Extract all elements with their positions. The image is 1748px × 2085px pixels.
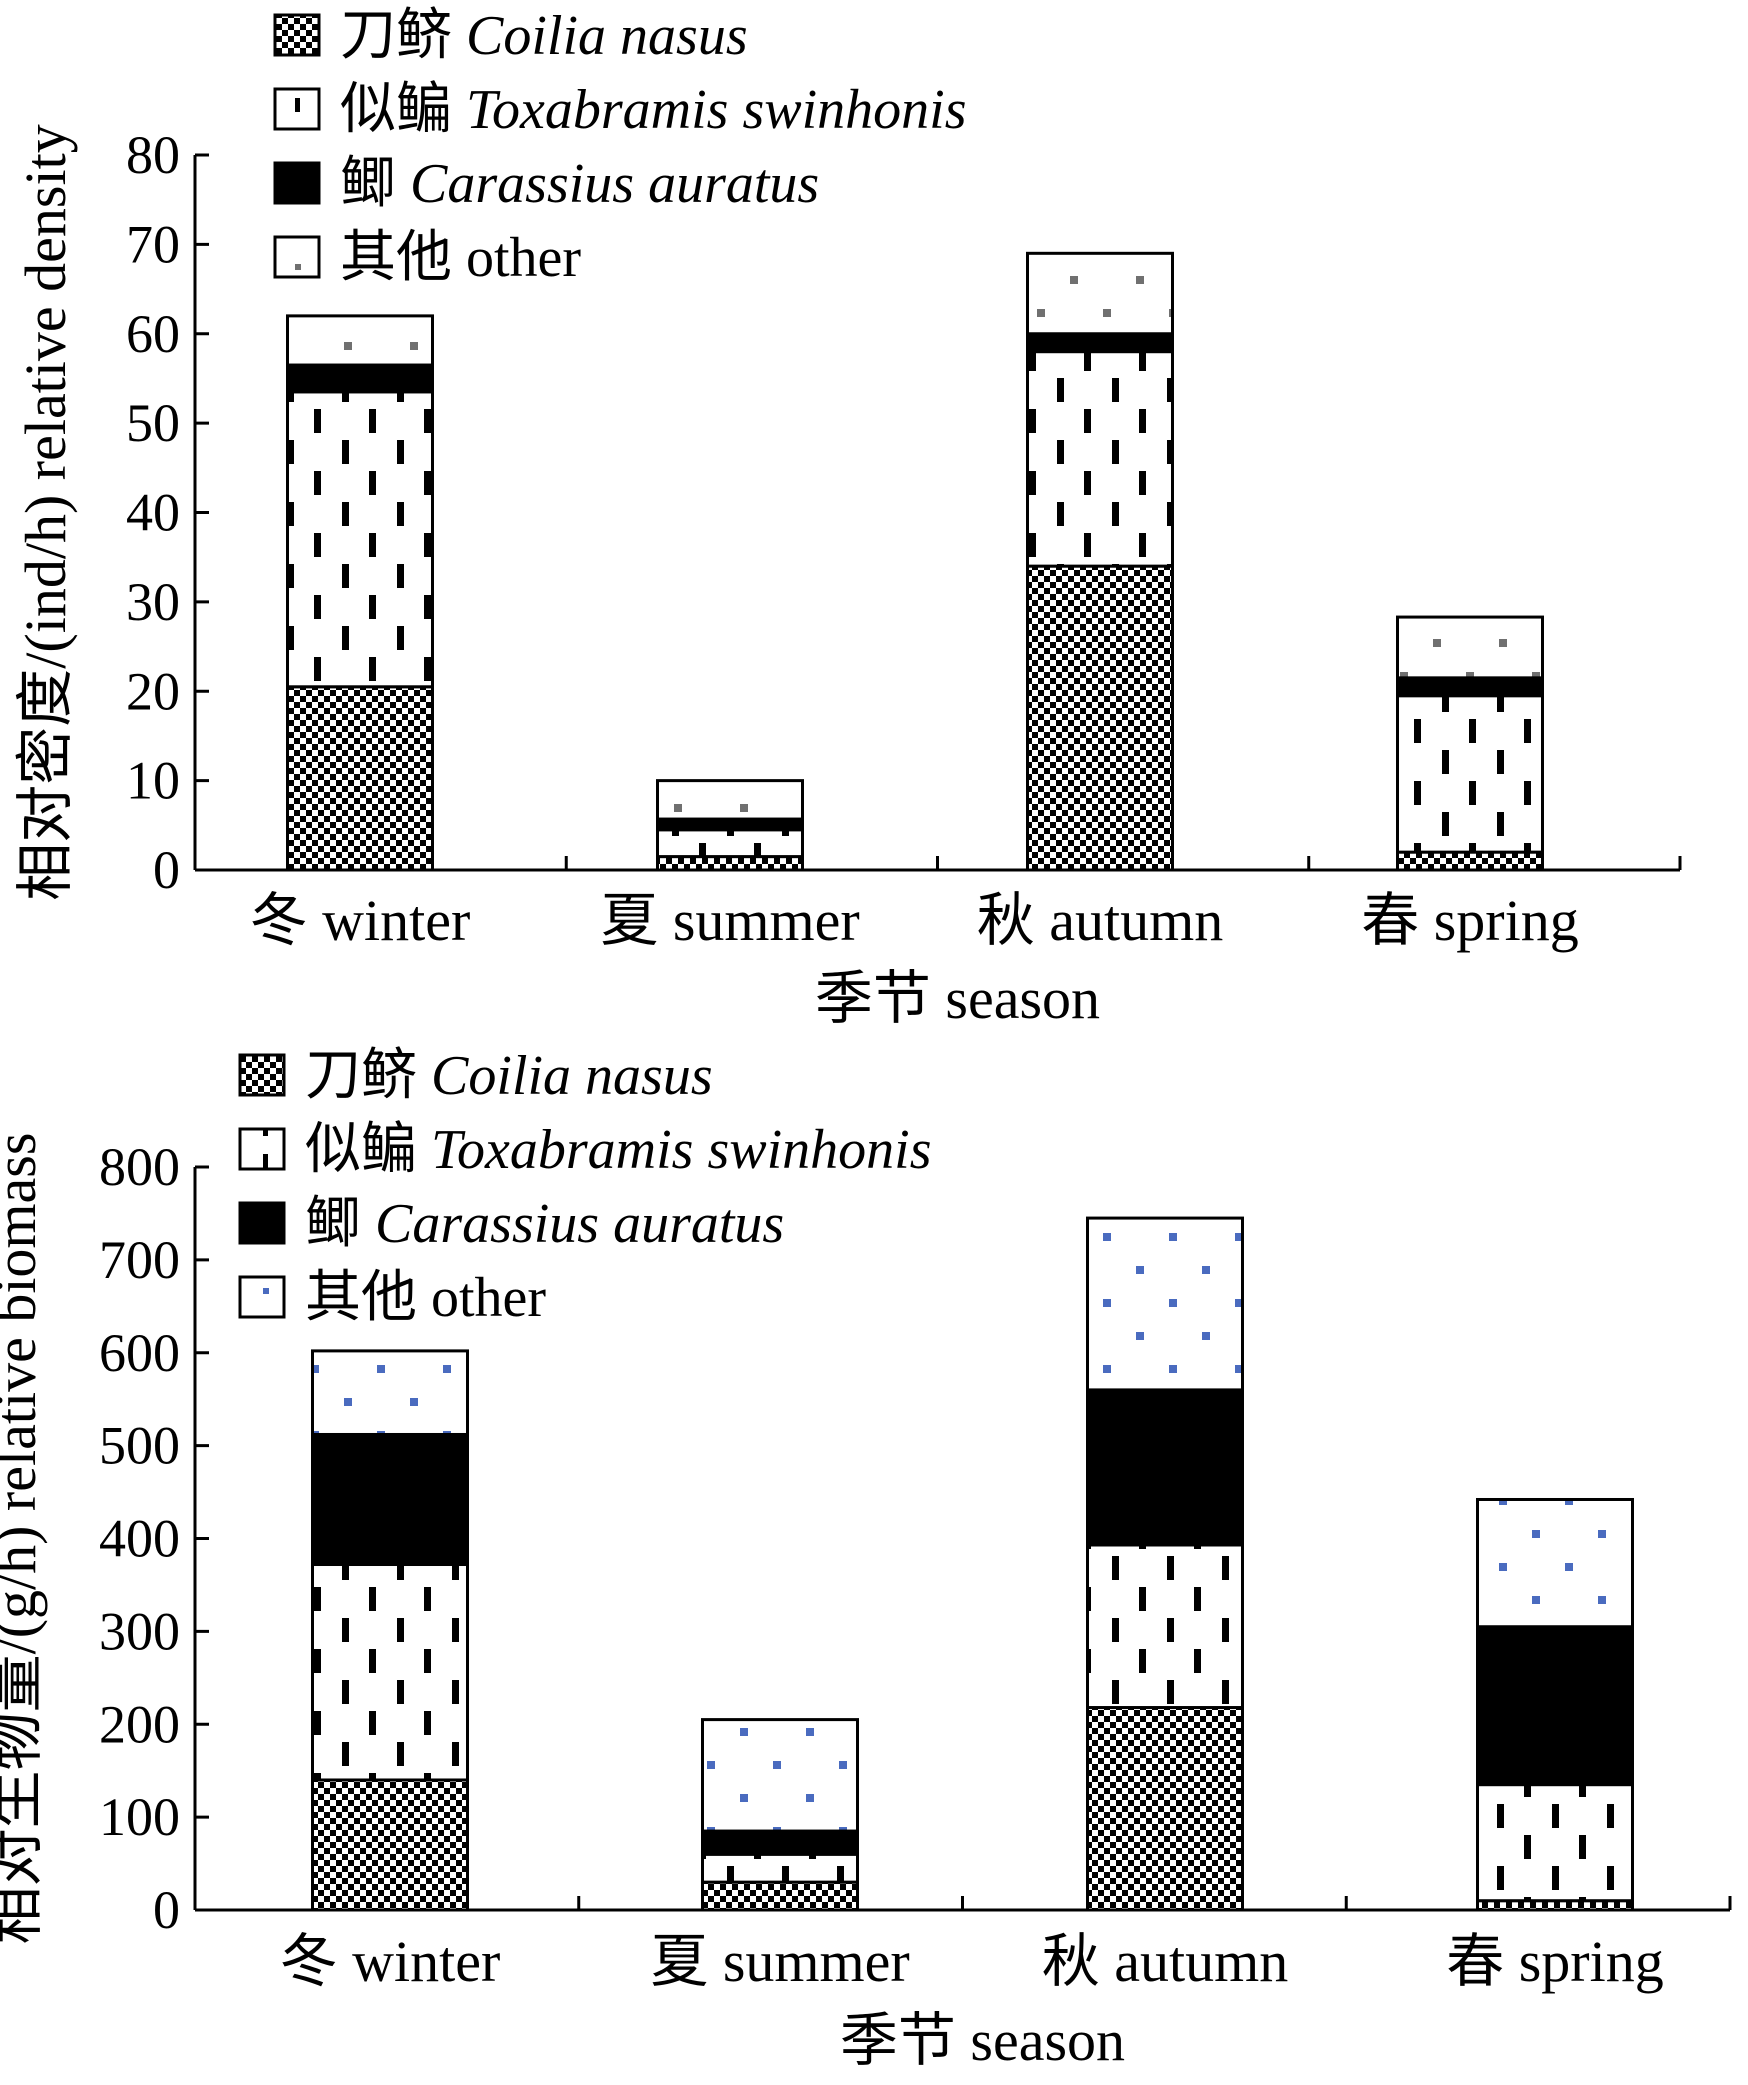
y-tick-label: 60 (126, 304, 180, 364)
bar-segment-other-1 (286, 314, 434, 367)
y-tick-label: 200 (99, 1694, 180, 1754)
bar-segment-toxabramis-swinhonis-3 (1086, 1543, 1244, 1710)
legend-label: 刀鲚 Coilia nasus (340, 5, 748, 67)
x-axis-title: 季节 season (815, 966, 1100, 1031)
y-axis-title: 相对密度/(ind/h) relative density (13, 124, 78, 900)
x-tick-label: 秋 autumn (977, 888, 1223, 953)
y-tick-label: 800 (99, 1137, 180, 1197)
x-tick-label: 秋 autumn (1042, 1929, 1288, 1994)
legend-swatch (238, 1201, 286, 1245)
y-tick-label: 300 (99, 1601, 180, 1661)
legend-swatch (238, 1127, 286, 1171)
y-tick-label: 70 (126, 214, 180, 274)
x-tick-label: 春 spring (1446, 1929, 1664, 1994)
bar-segment-carassius-auratus-1 (311, 1432, 469, 1567)
bar-segment-toxabramis-swinhonis-1 (311, 1563, 469, 1782)
y-tick-label: 400 (99, 1509, 180, 1569)
y-tick-label: 10 (126, 751, 180, 811)
bar-segment-carassius-auratus-1 (286, 363, 434, 394)
bar-segment-carassius-auratus-4 (1396, 676, 1544, 698)
bar-segment-coilia-nasus-1 (286, 685, 434, 872)
legend-swatch (238, 1053, 286, 1097)
chart-panel-2: 0 100 200 300 400 500 600 700 800 冬 winter 夏 summe… (0, 1045, 1732, 2073)
y-tick-label: 50 (126, 393, 180, 453)
legend-label: 鲫 Carassius auratus (305, 1193, 784, 1255)
y-tick-label: 0 (153, 840, 180, 900)
bar-segment-coilia-nasus-2 (656, 855, 804, 872)
y-tick-label: 100 (99, 1787, 180, 1847)
legend-swatch (273, 13, 321, 57)
x-tick-label: 春 spring (1361, 888, 1579, 953)
x-tick-label: 夏 summer (650, 1929, 909, 1994)
y-tick-label: 0 (153, 1880, 180, 1940)
y-axis-title: 相对生物量/(g/h) relative biomass (0, 1133, 48, 1945)
bar-segment-other-2 (656, 779, 804, 821)
legend-label: 其他 other (340, 227, 581, 289)
bar-segment-other-1 (311, 1349, 469, 1436)
bar-segment-coilia-nasus-1 (311, 1778, 469, 1912)
bar-segment-carassius-auratus-4 (1476, 1625, 1634, 1787)
legend-label: 鲫 Carassius auratus (340, 153, 819, 215)
y-tick-label: 20 (126, 661, 180, 721)
bar-segment-carassius-auratus-2 (701, 1829, 859, 1856)
legend-swatch (273, 161, 321, 205)
legend-label: 刀鲚 Coilia nasus (305, 1045, 713, 1107)
x-tick-label: 冬 winter (250, 888, 471, 953)
legend-swatch (238, 1275, 286, 1319)
bar-segment-toxabramis-swinhonis-2 (701, 1852, 859, 1884)
y-tick-label: 600 (99, 1323, 180, 1383)
legend-swatch (273, 87, 321, 131)
bar-segment-toxabramis-swinhonis-2 (656, 828, 804, 859)
bar-segment-coilia-nasus-3 (1086, 1706, 1244, 1912)
chart-panel-1: 0 10 20 30 40 50 60 70 80 冬 winter 夏 summer 秋 autum… (13, 5, 1682, 1031)
y-tick-label: 40 (126, 483, 180, 543)
bar-segment-other-4 (1476, 1497, 1634, 1629)
x-axis-title: 季节 season (840, 2008, 1125, 2073)
legend-label: 似鳊 Toxabramis swinhonis (305, 1119, 932, 1181)
legend: 刀鲚 Coilia nasus 似鳊 Toxabramis swinhonis 鲫 … (273, 5, 967, 289)
y-tick-label: 80 (126, 125, 180, 185)
legend-label: 似鳊 Toxabramis swinhonis (340, 79, 967, 141)
legend-label: 其他 other (305, 1267, 546, 1329)
bar-segment-coilia-nasus-4 (1396, 850, 1544, 872)
legend-swatch (273, 235, 321, 279)
bar-segment-carassius-auratus-3 (1086, 1388, 1244, 1547)
bar-segment-other-2 (701, 1718, 859, 1833)
x-tick-label: 夏 summer (600, 888, 859, 953)
bar-segment-toxabramis-swinhonis-1 (286, 390, 434, 689)
bar-segment-carassius-auratus-2 (656, 817, 804, 832)
y-tick-label: 500 (99, 1416, 180, 1476)
bar-segment-toxabramis-swinhonis-4 (1476, 1783, 1634, 1903)
y-tick-label: 700 (99, 1230, 180, 1290)
bar-segment-toxabramis-swinhonis-4 (1396, 694, 1544, 854)
bar-segment-other-4 (1396, 615, 1544, 680)
bar-segment-other-3 (1086, 1216, 1244, 1392)
bar-segment-other-3 (1026, 251, 1174, 336)
bar-segment-toxabramis-swinhonis-3 (1026, 350, 1174, 568)
x-tick-label: 冬 winter (280, 1929, 501, 1994)
bar-segment-coilia-nasus-2 (701, 1880, 859, 1912)
bar-segment-carassius-auratus-3 (1026, 332, 1174, 354)
y-tick-label: 30 (126, 572, 180, 632)
bar-segment-coilia-nasus-3 (1026, 564, 1174, 872)
legend: 刀鲚 Coilia nasus 似鳊 Toxabramis swinhonis 鲫 … (238, 1045, 932, 1329)
